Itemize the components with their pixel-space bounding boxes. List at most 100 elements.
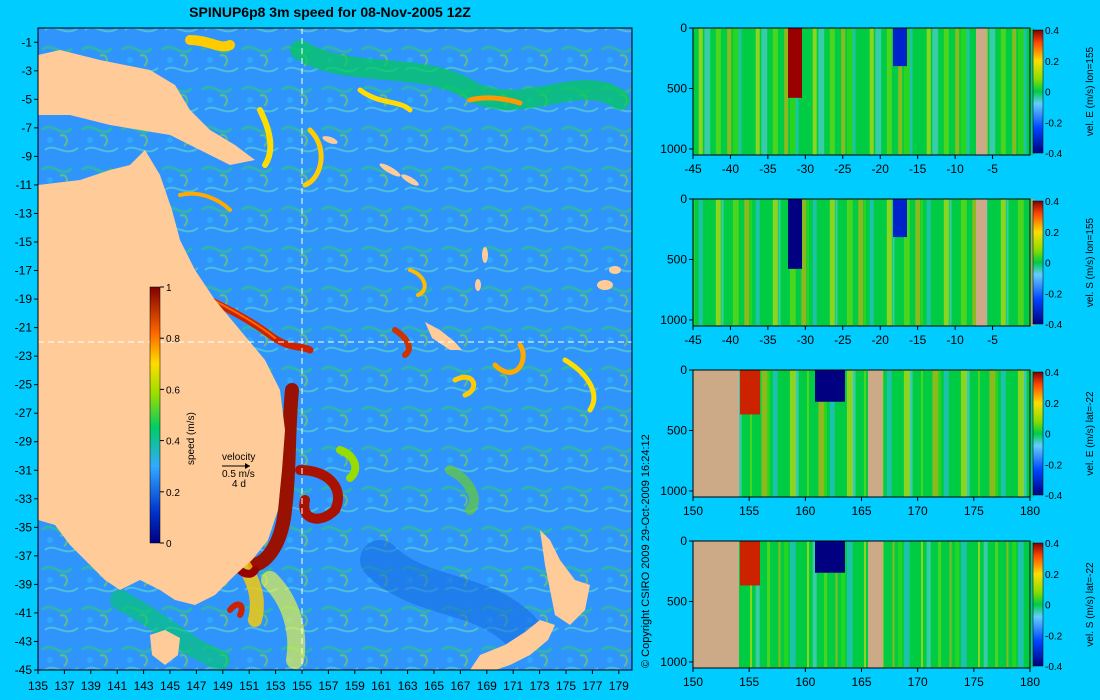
panel-y-tick-label: 1000 [660, 313, 687, 327]
panel-x-tick-label: -35 [759, 162, 777, 176]
panel-colorbar-tick-label: -0.2 [1045, 118, 1063, 129]
panel-stripe [921, 541, 923, 668]
panel-2[interactable]: -45 -40 -35 -30 -25 -20 -15 -10 -5 0 500 1000 0.4 0.2… [660, 192, 1096, 347]
velocity-legend-duration: 4 d [232, 479, 246, 490]
map-y-tick-label: -37 [15, 549, 33, 563]
panel-colorbar [1032, 542, 1044, 667]
panel-stripe [784, 199, 789, 326]
land [38, 50, 621, 670]
panel-stripe [772, 541, 778, 668]
panel-stripe [846, 370, 853, 497]
panel-colorbar-tick-label: 0 [1045, 601, 1051, 612]
panel-4[interactable]: 150 155 160 165 170 175 180 0 500 1000 0.4 0.2 0 -0.2… [660, 534, 1096, 689]
panel-stripe [744, 370, 750, 497]
panel-stripe [732, 199, 739, 326]
panel-stripe [915, 541, 921, 668]
panel-stripe [989, 541, 996, 668]
panel-stripe [858, 28, 864, 155]
speed-map[interactable]: velocity 0.5 m/s 4 d 135 137 139 141 143 145 1… [15, 27, 633, 693]
panel-stripe [750, 541, 752, 668]
panel-feature [788, 28, 802, 98]
panel-stripe [995, 541, 999, 668]
panel-stripe [1017, 541, 1024, 668]
map-y-tick-label: -3 [21, 64, 32, 78]
panel-stripe [841, 541, 846, 668]
map-y-tick-label: -33 [15, 492, 33, 506]
panel-1[interactable]: -45 -40 -35 -30 -25 -20 -15 -10 -5 0 500 1000 0.4 0.2… [660, 21, 1096, 176]
panel-stripe [938, 541, 942, 668]
panel-colorbar-tick-label: -0.4 [1045, 491, 1063, 502]
panel-stripe [801, 541, 807, 668]
panel-x-tick-label: -20 [872, 333, 890, 347]
panel-colorbar [1032, 200, 1044, 325]
speed-colorbar [149, 286, 161, 544]
panel-stripe [966, 541, 970, 668]
map-y-tick-label: -7 [21, 121, 32, 135]
panel-stripe [795, 370, 799, 497]
panel-3[interactable]: 150 155 160 165 170 175 180 0 500 1000 0.4 0.2 0 -0.2… [660, 363, 1096, 518]
map-y-tick-label: -1 [21, 35, 32, 49]
panel-x-tick-label: -5 [987, 333, 998, 347]
panel-stripe [755, 370, 760, 497]
speed-colorbar-tick-label: 0.4 [166, 437, 180, 448]
panel-stripe [693, 28, 695, 155]
panel-stripe [807, 541, 809, 668]
map-y-tick-label: -31 [15, 463, 33, 477]
panel-colorbar-tick-label: 0.4 [1045, 368, 1059, 379]
panel-stripe [824, 28, 828, 155]
panel-stripe [801, 199, 807, 326]
panel-stripe [926, 370, 931, 497]
panel-stripe [892, 541, 895, 668]
panel-stripe [938, 370, 942, 497]
panel-stripe [949, 199, 952, 326]
panel-land [976, 28, 987, 155]
panel-stripe [858, 370, 864, 497]
panel-stripe [761, 199, 768, 326]
panel-stripe [841, 370, 846, 497]
velocity-legend-label: velocity [222, 452, 255, 463]
panel-colorbar-tick-label: -0.4 [1045, 320, 1063, 331]
map-x-tick-label: 179 [609, 679, 629, 693]
panel-x-tick-label: -10 [946, 333, 964, 347]
map-x-tick-label: 135 [28, 679, 48, 693]
panel-stripe [903, 370, 910, 497]
panel-ylabel: vel. E (m/s) lon=155 [1085, 46, 1096, 136]
panel-stripe [943, 541, 949, 668]
panel-stripe [1012, 370, 1017, 497]
panel-stripe [932, 541, 939, 668]
panel-stripe [898, 28, 903, 155]
panel-stripe [909, 370, 913, 497]
panel-stripe [1000, 370, 1006, 497]
panel-stripe [909, 199, 913, 326]
panel-stripe [1023, 28, 1027, 155]
panel-x-tick-label: 165 [851, 675, 871, 689]
panel-stripe [938, 28, 942, 155]
map-x-tick-label: 141 [107, 679, 127, 693]
map-y-tick-label: -11 [16, 178, 33, 192]
map-x-tick-label: 139 [81, 679, 101, 693]
panel-stripe [767, 199, 771, 326]
panel-stripe [744, 541, 750, 668]
panel-y-tick-label: 500 [667, 594, 687, 608]
panel-stripe [784, 370, 789, 497]
panel-colorbar-tick-label: -0.2 [1045, 460, 1063, 471]
panel-stripe [767, 541, 771, 668]
panel-y-tick-label: 500 [667, 252, 687, 266]
map-y-tick-label: -35 [15, 520, 33, 534]
panel-ylabel: vel. S (m/s) lon=155 [1085, 217, 1096, 307]
panel-stripe [1023, 370, 1027, 497]
panel-land [976, 199, 987, 326]
panel-stripe [846, 541, 853, 668]
panel-ylabel: vel. S (m/s) lat=-22 [1085, 562, 1096, 647]
panel-stripe [1017, 28, 1024, 155]
panel-stripe [881, 28, 885, 155]
panel-stripe [903, 541, 910, 668]
panel-stripe [846, 28, 853, 155]
panel-colorbar [1032, 29, 1044, 154]
panel-stripe [1006, 28, 1009, 155]
panel-stripe [989, 370, 996, 497]
panel-x-tick-label: -25 [834, 333, 852, 347]
map-x-tick-label: 175 [556, 679, 576, 693]
map-x-tick-label: 137 [54, 679, 74, 693]
panel-stripe [1029, 370, 1035, 497]
